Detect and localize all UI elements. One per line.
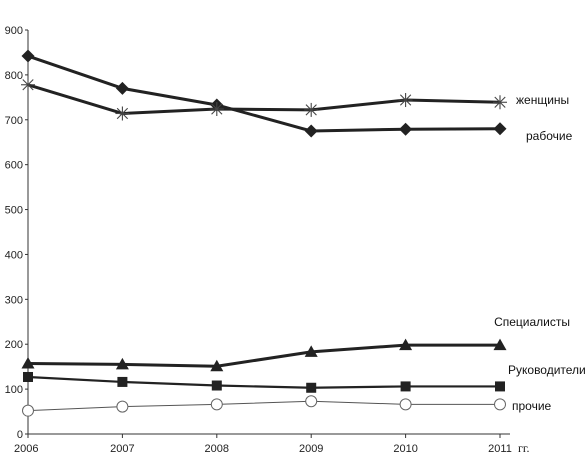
data-point-circle <box>116 400 129 413</box>
data-point-square <box>400 381 411 392</box>
x-tick-label: 2007 <box>110 443 134 455</box>
x-unit-label: гг. <box>518 441 530 455</box>
data-point-circle <box>305 395 318 408</box>
data-point-diamond <box>399 122 413 136</box>
data-point-square <box>211 380 222 391</box>
data-point-square <box>23 371 33 382</box>
x-tick-label: 2006 <box>14 443 38 455</box>
series-5 <box>22 395 506 417</box>
data-point-asterisk <box>115 106 130 121</box>
series-line <box>27 343 500 368</box>
series-line <box>27 54 501 133</box>
data-point-asterisk <box>21 77 35 92</box>
series-3 <box>21 338 507 372</box>
series-4 <box>23 371 505 393</box>
data-point-circle <box>494 398 506 411</box>
series-label: прочие <box>512 399 552 413</box>
data-point-triangle <box>399 338 413 351</box>
x-tick-label: 2009 <box>299 443 323 455</box>
data-point-square <box>117 376 128 387</box>
data-point-triangle <box>304 345 318 357</box>
data-point-square <box>495 381 505 392</box>
y-tick-label: 100 <box>5 384 23 396</box>
data-point-triangle <box>493 338 507 351</box>
data-point-triangle <box>21 357 35 369</box>
y-tick-label: 400 <box>5 249 23 261</box>
series-line <box>27 400 500 412</box>
data-point-diamond <box>115 81 129 95</box>
data-point-asterisk <box>398 93 413 108</box>
data-point-circle <box>399 398 412 411</box>
series-line <box>27 375 500 389</box>
data-point-circle <box>22 404 34 417</box>
data-point-triangle <box>115 357 129 370</box>
asterisk-stroke <box>116 107 129 120</box>
data-point-diamond <box>304 124 318 138</box>
x-axis: 2006 2007 2008 2009 2010 2011 <box>14 433 512 455</box>
series-label: Специалисты <box>494 315 570 329</box>
y-tick-label: 900 <box>5 25 23 37</box>
series-group <box>21 49 507 417</box>
series-line <box>27 83 501 115</box>
asterisk-stroke <box>494 96 506 108</box>
series-label: рабочие <box>526 129 573 143</box>
y-tick-label: 500 <box>5 205 23 217</box>
x-tick-label: 2011 <box>488 443 512 455</box>
data-point-asterisk <box>493 95 507 110</box>
data-point-diamond <box>493 122 507 136</box>
series-label: Руководители <box>508 363 585 377</box>
x-tick-label: 2010 <box>393 443 417 455</box>
data-point-diamond <box>21 49 35 63</box>
asterisk-stroke <box>305 104 317 116</box>
series-labels: рабочие женщины Специалисты Руководители про… <box>494 93 585 413</box>
data-point-square <box>306 382 317 393</box>
y-tick-label: 800 <box>5 70 23 82</box>
data-point-triangle <box>210 359 224 372</box>
series-1 <box>21 49 507 138</box>
asterisk-stroke <box>399 94 412 106</box>
y-tick-label: 0 <box>17 429 23 441</box>
series-label: женщины <box>516 93 569 107</box>
y-tick-label: 200 <box>5 339 23 351</box>
asterisk-stroke <box>211 103 223 115</box>
y-tick-label: 600 <box>5 160 23 172</box>
x-tick-label: 2008 <box>205 443 229 455</box>
y-tick-label: 300 <box>5 294 23 306</box>
asterisk-stroke <box>22 79 34 91</box>
y-tick-label: 700 <box>5 115 23 127</box>
series-2 <box>21 77 507 121</box>
data-point-circle <box>210 398 223 411</box>
data-point-asterisk <box>209 102 224 117</box>
y-axis: 0 100 200 300 400 500 600 700 800 900 <box>5 25 29 441</box>
data-point-asterisk <box>304 102 319 117</box>
